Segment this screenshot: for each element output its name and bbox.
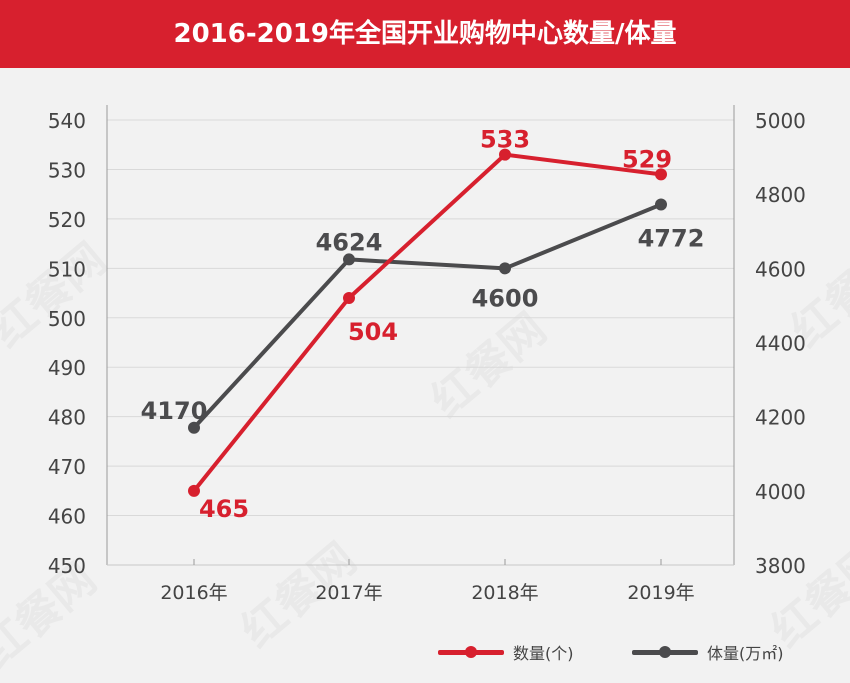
y-right-tick-label: 4800 xyxy=(755,183,806,207)
data-point-count xyxy=(188,484,200,497)
legend-dot xyxy=(659,646,671,658)
data-label-area: 4772 xyxy=(638,225,705,253)
x-tick-label: 2019年 xyxy=(627,582,694,604)
y-left-tick-label: 530 xyxy=(48,158,86,182)
y-right-tick-label: 4200 xyxy=(755,406,806,430)
y-right-tick-label: 4000 xyxy=(755,480,806,504)
series-line-area xyxy=(192,202,662,430)
data-point-area xyxy=(655,198,667,211)
y-left-tick-label: 450 xyxy=(48,554,86,578)
y-right-tick-label: 4600 xyxy=(755,257,806,281)
chart-title: 2016-2019年全国开业购物中心数量/体量 xyxy=(173,19,677,49)
y-left-tick-label: 500 xyxy=(48,307,86,331)
y-right-tick-label: 4400 xyxy=(755,332,806,356)
y-left-tick-label: 520 xyxy=(48,208,86,232)
data-label-count: 465 xyxy=(199,495,249,523)
data-label-area: 4600 xyxy=(472,284,539,312)
data-label-area: 4170 xyxy=(141,397,208,425)
x-tick-label: 2018年 xyxy=(471,582,538,604)
data-point-area xyxy=(499,262,511,275)
legend-item-count: 数量(个) xyxy=(438,640,574,664)
data-point-count xyxy=(499,148,511,161)
x-tick-label: 2017年 xyxy=(315,582,382,604)
y-left-tick-label: 460 xyxy=(48,505,86,529)
y-left-tick-label: 490 xyxy=(48,356,86,380)
legend-swatch xyxy=(438,640,504,664)
legend-dot xyxy=(465,646,477,658)
data-point-count xyxy=(343,292,355,304)
legend-label: 体量(万㎡) xyxy=(707,644,784,663)
data-label-count: 529 xyxy=(622,145,672,173)
y-left-tick-label: 510 xyxy=(48,257,86,281)
y-right-tick-label: 3800 xyxy=(755,554,806,578)
data-label-count: 533 xyxy=(480,126,530,154)
data-point-area xyxy=(188,421,200,434)
series-line-count xyxy=(192,152,662,493)
data-point-count xyxy=(655,168,667,181)
x-tick-label: 2016年 xyxy=(160,582,227,604)
legend-item-area: 体量(万㎡) xyxy=(632,640,784,664)
y-right-tick-label: 5000 xyxy=(755,109,806,133)
title-banner xyxy=(0,0,850,68)
data-label-area: 4624 xyxy=(316,228,383,256)
y-left-tick-label: 480 xyxy=(48,406,86,430)
data-point-area xyxy=(343,253,355,266)
data-label-count: 504 xyxy=(348,318,398,346)
legend-label: 数量(个) xyxy=(513,644,574,663)
y-left-tick-label: 470 xyxy=(48,455,86,479)
y-left-tick-label: 540 xyxy=(48,109,86,133)
legend-swatch xyxy=(632,640,698,664)
